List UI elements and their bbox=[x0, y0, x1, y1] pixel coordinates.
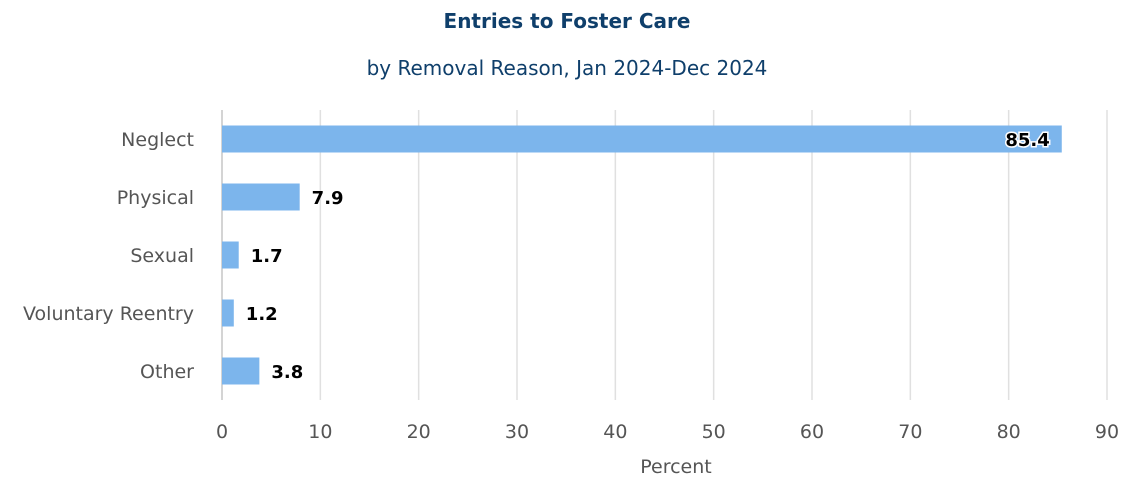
bar-sexual bbox=[222, 241, 239, 269]
data-label: 1.2 bbox=[246, 304, 278, 325]
gridlines bbox=[221, 110, 1108, 400]
x-tick-label: 10 bbox=[308, 421, 332, 443]
x-axis-ticks: 0 10 20 30 40 50 60 70 80 90 bbox=[216, 421, 1119, 443]
data-label: 3.8 bbox=[271, 362, 303, 383]
x-tick-label: 40 bbox=[603, 421, 627, 443]
category-label: Voluntary Reentry bbox=[23, 303, 194, 325]
data-label: 1.7 bbox=[251, 246, 283, 267]
category-labels: Neglect Physical Sexual Voluntary Reentry Ot… bbox=[23, 129, 194, 383]
x-tick-label: 30 bbox=[505, 421, 529, 443]
x-tick-label: 60 bbox=[800, 421, 824, 443]
category-label: Other bbox=[140, 361, 194, 383]
x-axis-title: Percent bbox=[640, 456, 712, 478]
x-tick-label: 70 bbox=[898, 421, 922, 443]
x-tick-label: 90 bbox=[1095, 421, 1119, 443]
category-label: Sexual bbox=[130, 245, 194, 267]
bar-voluntary-reentry bbox=[222, 299, 234, 327]
data-label: 85.4 bbox=[1005, 130, 1049, 151]
bars bbox=[222, 125, 1062, 385]
bar-other bbox=[222, 357, 260, 385]
x-tick-label: 50 bbox=[702, 421, 726, 443]
x-tick-label: 0 bbox=[216, 421, 228, 443]
chart-subtitle: by Removal Reason, Jan 2024-Dec 2024 bbox=[367, 56, 768, 80]
data-label: 7.9 bbox=[312, 188, 344, 209]
bar-physical bbox=[222, 183, 300, 211]
category-label: Physical bbox=[117, 187, 194, 209]
data-labels: 85.4 7.9 1.7 1.2 3.8 bbox=[246, 129, 1051, 384]
x-tick-label: 80 bbox=[997, 421, 1021, 443]
bar-neglect bbox=[222, 125, 1062, 153]
category-label: Neglect bbox=[121, 129, 194, 151]
x-tick-label: 20 bbox=[407, 421, 431, 443]
chart-title: Entries to Foster Care bbox=[444, 9, 691, 33]
